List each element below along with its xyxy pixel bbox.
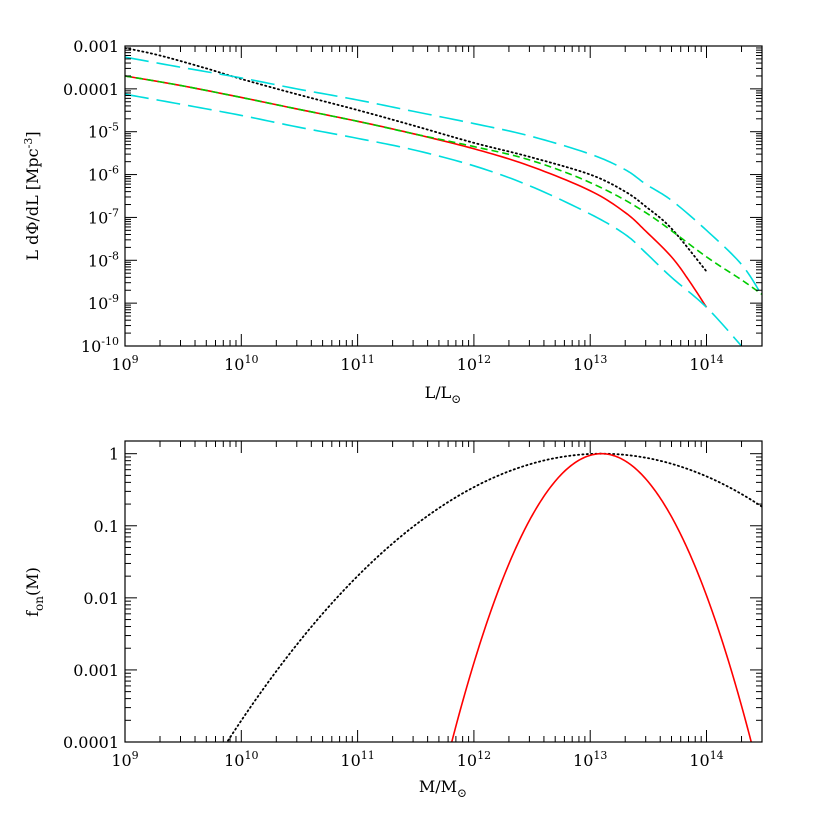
top-x-tick-label: 1014 <box>689 353 723 374</box>
top-y-axis-title: L dΦ/dL [Mpc-3] <box>22 131 42 260</box>
bottom-series-0 <box>226 452 762 742</box>
duty-cycle-panel: 109 1010 1011 1012 1013 1014 1 0.1 0.01 0.001 0.00… <box>23 440 763 800</box>
top-plot-frame <box>124 45 763 347</box>
top-series-0 <box>125 47 708 273</box>
top-ticks: 109 1010 1011 1012 1013 1014 0.001 0.0001 10-5 10… <box>63 37 763 374</box>
top-curves <box>125 47 762 346</box>
bottom-ticks: 109 1010 1011 1012 1013 1014 1 0.1 0.01 0.001 0.00… <box>63 441 763 770</box>
top-y-tick-label: 10-6 <box>88 164 119 185</box>
bottom-x-tick-label: 1010 <box>224 749 258 770</box>
bottom-y-tick-label: 0.01 <box>83 589 119 608</box>
top-x-tick-label: 1011 <box>340 353 374 374</box>
bottom-x-tick-label: 1014 <box>689 749 723 770</box>
top-series-1 <box>125 75 708 308</box>
bottom-x-tick-label: 109 <box>111 749 138 770</box>
luminosity-function-panel: 109 1010 1011 1012 1013 1014 0.001 0.0001 10-5 10… <box>22 37 763 406</box>
top-y-tick-label: 10-8 <box>88 249 119 270</box>
top-x-tick-label: 1010 <box>224 353 258 374</box>
bottom-y-axis-title: fon(M) <box>23 567 46 617</box>
bottom-x-axis-title: M/M⊙ <box>419 777 467 800</box>
top-y-tick-label: 0.001 <box>73 37 119 56</box>
top-y-tick-label: 10-9 <box>88 292 119 313</box>
bottom-x-tick-label: 1011 <box>340 749 374 770</box>
bottom-x-tick-label: 1013 <box>573 749 607 770</box>
bottom-x-tick-label: 1012 <box>457 749 491 770</box>
bottom-plot-frame <box>124 440 763 743</box>
top-series-4 <box>125 93 743 346</box>
top-y-tick-label: 10-7 <box>88 206 119 227</box>
top-y-tick-label: 10-5 <box>88 121 119 142</box>
bottom-y-tick-label: 0.0001 <box>63 733 119 752</box>
bottom-curves <box>226 452 762 742</box>
top-y-tick-label: 10-10 <box>81 335 119 356</box>
top-series-3 <box>125 56 762 297</box>
bottom-y-tick-label: 0.001 <box>73 661 119 680</box>
top-series-2 <box>125 75 762 296</box>
top-x-tick-label: 1012 <box>457 353 491 374</box>
top-x-tick-label: 109 <box>111 353 138 374</box>
top-x-tick-label: 1013 <box>573 353 607 374</box>
bottom-y-tick-label: 0.1 <box>94 517 119 536</box>
top-y-tick-label: 0.0001 <box>63 80 119 99</box>
bottom-y-tick-label: 1 <box>109 445 119 464</box>
top-x-axis-title: L/L⊙ <box>425 383 462 406</box>
bottom-series-1 <box>450 452 753 742</box>
